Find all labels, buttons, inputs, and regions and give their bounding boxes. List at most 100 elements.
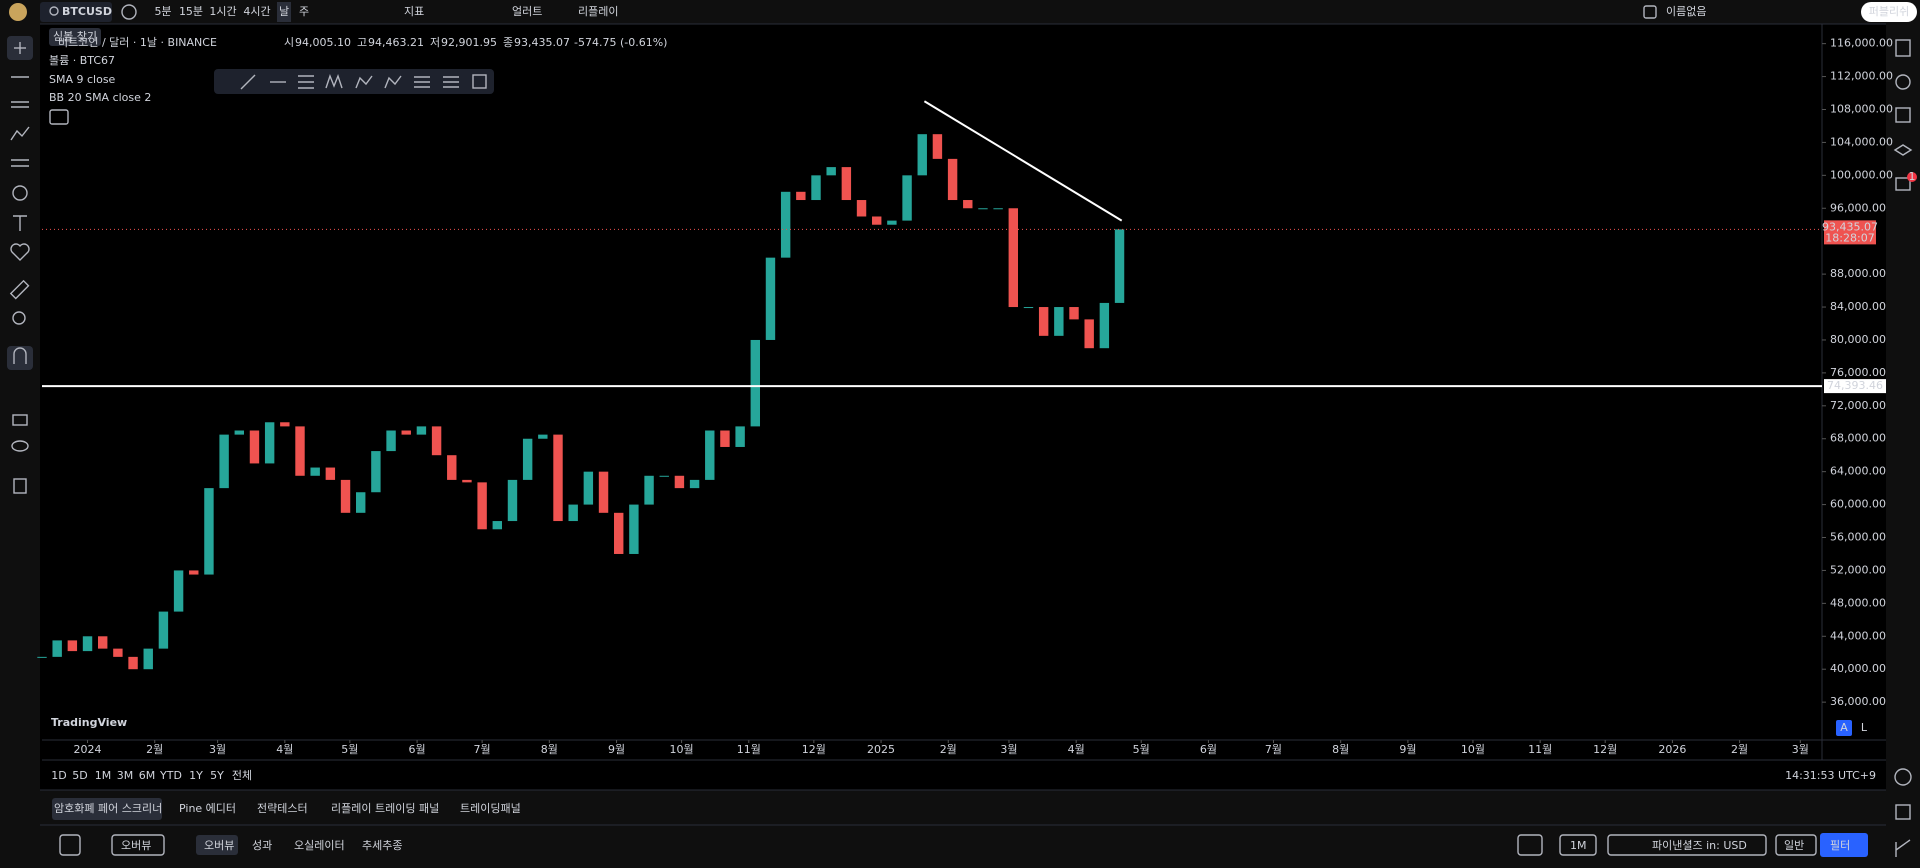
right-icons bbox=[1893, 39, 1917, 857]
range-button[interactable]: 전체 bbox=[232, 769, 252, 782]
download-button[interactable] bbox=[1517, 834, 1543, 856]
tool-icon[interactable] bbox=[472, 74, 487, 89]
side-icon[interactable] bbox=[1895, 39, 1911, 57]
candle bbox=[82, 636, 93, 652]
side-icon[interactable] bbox=[1893, 144, 1913, 156]
candle bbox=[765, 257, 776, 340]
bottom-tab[interactable]: Pine 에디터 bbox=[179, 802, 236, 815]
interval[interactable]: 주 bbox=[299, 5, 309, 18]
candle bbox=[447, 455, 457, 480]
mode-select[interactable] bbox=[1775, 834, 1817, 856]
x-tick-label: 2월 bbox=[940, 743, 957, 756]
side-icon[interactable] bbox=[1895, 839, 1911, 857]
symbol[interactable]: BTCUSD bbox=[62, 5, 112, 18]
timeframe-select[interactable] bbox=[1559, 834, 1597, 856]
change: -574.75 (-0.61%) bbox=[574, 36, 667, 49]
timeframe[interactable]: 1M bbox=[1570, 839, 1587, 852]
screener-tab[interactable]: 추세추종 bbox=[362, 839, 402, 852]
tool-icon[interactable] bbox=[384, 75, 402, 89]
range-button[interactable]: 5D bbox=[72, 769, 87, 782]
layout-icon[interactable] bbox=[1643, 5, 1657, 19]
view-select[interactable] bbox=[111, 834, 165, 856]
range-button[interactable]: 1M bbox=[95, 769, 112, 782]
interval[interactable]: 날 bbox=[279, 5, 289, 18]
interval[interactable]: 5분 bbox=[154, 5, 171, 18]
range-button[interactable]: YTD bbox=[159, 769, 182, 782]
bottom-tab[interactable]: 리플레이 트레이딩 패널 bbox=[331, 802, 439, 815]
x-tick-label: 7월 bbox=[474, 743, 491, 756]
indicators-button[interactable]: 지표 bbox=[404, 5, 424, 18]
tool-icon[interactable] bbox=[414, 76, 430, 88]
mode[interactable]: 일반 bbox=[1784, 838, 1804, 852]
active-subtab[interactable] bbox=[196, 835, 238, 855]
side-icon[interactable] bbox=[1895, 177, 1911, 191]
bottom-tab[interactable]: 전략테스터 bbox=[257, 802, 308, 815]
y-tick-label: 100,000.00 bbox=[1830, 168, 1893, 181]
symbol-search[interactable] bbox=[40, 2, 112, 22]
candle bbox=[917, 134, 927, 176]
candle bbox=[416, 426, 427, 435]
bottom-tab[interactable]: 트레이딩패널 bbox=[460, 802, 521, 815]
badge bbox=[1907, 172, 1917, 182]
range-button[interactable]: 5Y bbox=[210, 769, 224, 782]
view-select[interactable]: 오버뷰 bbox=[121, 839, 151, 852]
right-sidebar bbox=[1886, 24, 1920, 868]
bottom-tab[interactable]: 암호화폐 페어 스크리너 bbox=[54, 802, 162, 815]
tool-icon[interactable] bbox=[325, 73, 343, 89]
replay-button[interactable]: 리플레이 bbox=[578, 5, 618, 18]
tool-icon bbox=[13, 215, 27, 231]
active-interval bbox=[277, 2, 291, 22]
range-button[interactable]: 1Y bbox=[189, 769, 203, 782]
hline-label: 74,393.46 bbox=[1827, 379, 1883, 392]
x-tick-label: 3월 bbox=[209, 743, 226, 756]
candle bbox=[386, 430, 396, 452]
interval[interactable]: 4시간 bbox=[243, 5, 270, 18]
tool-icon[interactable] bbox=[355, 75, 373, 89]
tool-icon[interactable] bbox=[240, 74, 256, 90]
tool-icon bbox=[11, 440, 29, 452]
scale-button[interactable]: L bbox=[1861, 721, 1868, 734]
screener-tab[interactable]: 오실레이터 bbox=[294, 839, 345, 852]
x-tick-label: 5월 bbox=[341, 743, 358, 756]
magnet-active[interactable] bbox=[7, 346, 33, 370]
candle bbox=[568, 504, 578, 522]
screener-tab[interactable]: 오버뷰 bbox=[204, 839, 234, 852]
candle bbox=[371, 451, 381, 493]
publish-button[interactable] bbox=[1861, 2, 1917, 22]
tool-icon bbox=[13, 347, 27, 364]
scale-button[interactable]: A bbox=[1840, 721, 1848, 734]
side-icon[interactable] bbox=[1894, 768, 1912, 786]
filter[interactable]: 필터 bbox=[1830, 839, 1850, 852]
tool-icon[interactable] bbox=[443, 76, 459, 88]
range-button[interactable]: 6M bbox=[139, 769, 156, 782]
x-tick-label: 10월 bbox=[670, 743, 694, 756]
side-icon[interactable] bbox=[1895, 74, 1911, 90]
tool-icon[interactable] bbox=[298, 75, 314, 89]
tool-icon bbox=[10, 126, 30, 141]
refresh-button[interactable] bbox=[59, 834, 81, 856]
active-tab[interactable] bbox=[52, 798, 162, 820]
screener-tab[interactable]: 성과 bbox=[252, 839, 272, 852]
candle bbox=[1008, 208, 1019, 308]
side-icon[interactable] bbox=[1895, 107, 1911, 123]
search-select[interactable] bbox=[1607, 834, 1767, 856]
side-icon[interactable] bbox=[1895, 804, 1911, 820]
add-symbol[interactable] bbox=[121, 4, 137, 20]
ohlc-label: 저 bbox=[430, 36, 440, 49]
candle bbox=[113, 648, 123, 657]
filter-button[interactable] bbox=[1820, 833, 1868, 857]
range-button[interactable]: 3M bbox=[117, 769, 134, 782]
alert-button[interactable]: 얼러트 bbox=[512, 4, 542, 18]
layout-name[interactable]: 이름없음 bbox=[1666, 5, 1706, 18]
avatar[interactable] bbox=[9, 3, 27, 21]
publish-label[interactable]: 퍼블리쉬 bbox=[1869, 5, 1909, 18]
auto-scale-button[interactable] bbox=[1836, 720, 1852, 736]
range-button[interactable]: 1D bbox=[51, 769, 66, 782]
interval[interactable]: 1시간 bbox=[209, 5, 236, 18]
candle bbox=[356, 492, 366, 513]
collapse-legend[interactable] bbox=[49, 109, 69, 125]
interval[interactable]: 15분 bbox=[179, 5, 203, 18]
search[interactable]: 파이낸셜즈 in: USD bbox=[1652, 839, 1747, 852]
y-tick-label: 108,000.00 bbox=[1830, 102, 1893, 115]
candle bbox=[158, 611, 169, 649]
